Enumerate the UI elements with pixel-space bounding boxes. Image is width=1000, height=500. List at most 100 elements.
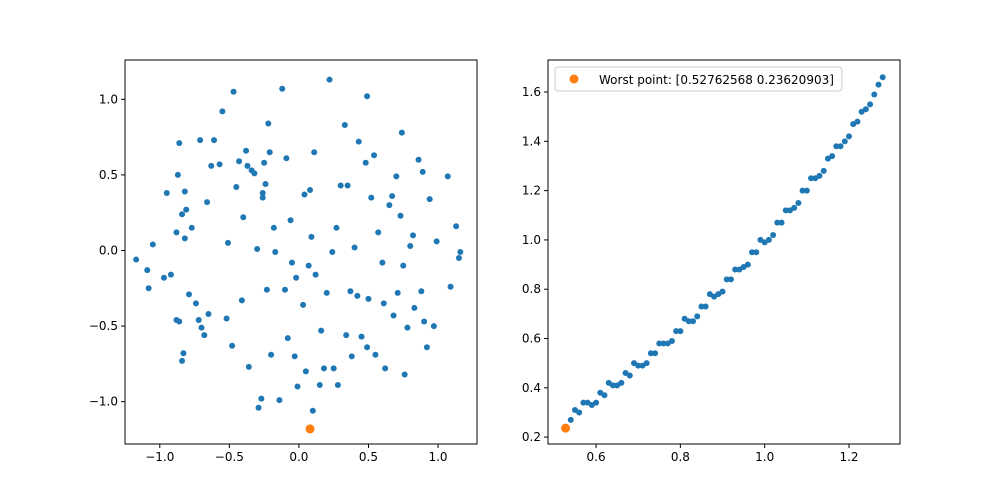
- point: [862, 106, 869, 113]
- point: [609, 382, 616, 389]
- point: [230, 88, 237, 95]
- y-tick-label: 1.4: [522, 134, 541, 148]
- point: [276, 397, 283, 404]
- point: [561, 423, 571, 433]
- point: [233, 183, 240, 190]
- point: [216, 161, 223, 168]
- point: [365, 295, 372, 302]
- point: [223, 315, 230, 322]
- point: [732, 266, 739, 273]
- x-tick-label: 0.5: [359, 450, 378, 464]
- point: [626, 372, 633, 379]
- point: [727, 276, 734, 283]
- y-tick-label: 0.5: [99, 168, 118, 182]
- point: [186, 291, 192, 298]
- point: [291, 353, 298, 360]
- point: [753, 249, 760, 256]
- point: [410, 232, 416, 239]
- point: [723, 276, 730, 283]
- point: [344, 182, 351, 189]
- point: [364, 344, 371, 351]
- point: [393, 173, 400, 180]
- point: [444, 173, 451, 180]
- point: [197, 137, 204, 144]
- point: [618, 379, 625, 386]
- point: [312, 271, 319, 278]
- point: [774, 219, 781, 226]
- point: [371, 152, 378, 159]
- point: [255, 404, 262, 411]
- y-tick-label: 0.8: [522, 282, 541, 296]
- point: [224, 239, 231, 246]
- point: [341, 122, 348, 129]
- point: [188, 224, 195, 231]
- point: [302, 368, 309, 375]
- y-tick-label: 0.0: [99, 243, 118, 257]
- point: [389, 193, 396, 200]
- point: [635, 362, 642, 369]
- point: [593, 399, 600, 406]
- point: [288, 259, 295, 266]
- point: [770, 231, 777, 238]
- point: [833, 143, 840, 150]
- y-tick-label: −0.5: [89, 319, 118, 333]
- point: [795, 199, 802, 206]
- point: [183, 206, 190, 213]
- point: [871, 91, 878, 98]
- point: [457, 249, 464, 255]
- point: [355, 138, 362, 145]
- point: [668, 337, 675, 344]
- point: [455, 255, 462, 262]
- point: [418, 288, 425, 295]
- point: [749, 249, 756, 256]
- point: [329, 249, 336, 255]
- point: [244, 162, 251, 169]
- point: [133, 256, 140, 263]
- point: [390, 312, 397, 319]
- point: [423, 344, 430, 351]
- point: [368, 194, 375, 201]
- point: [259, 190, 266, 197]
- point: [305, 262, 312, 269]
- point: [799, 187, 806, 194]
- legend-marker: [569, 74, 579, 84]
- point: [265, 120, 272, 127]
- y-tick-label: 1.0: [522, 233, 541, 247]
- x-tick-label: 0.0: [289, 450, 308, 464]
- point: [238, 297, 245, 304]
- point: [643, 360, 650, 367]
- y-tick-label: 0.6: [522, 332, 541, 346]
- point: [660, 340, 667, 347]
- x-tick-label: 0.8: [671, 450, 690, 464]
- point: [401, 371, 408, 378]
- point: [647, 350, 654, 357]
- point: [576, 409, 583, 416]
- point: [229, 342, 236, 349]
- point: [211, 137, 218, 144]
- point: [263, 286, 270, 293]
- point: [309, 407, 316, 414]
- point: [174, 171, 181, 178]
- point: [382, 365, 389, 372]
- point: [293, 274, 300, 281]
- point: [179, 211, 186, 218]
- point: [702, 303, 709, 310]
- point: [181, 235, 188, 242]
- point: [308, 233, 315, 240]
- point: [145, 285, 152, 292]
- point: [841, 138, 848, 145]
- point: [287, 217, 294, 224]
- x-tick-label: 1.2: [839, 450, 858, 464]
- point: [261, 159, 268, 166]
- point: [176, 140, 183, 147]
- point: [311, 149, 318, 156]
- point: [320, 365, 327, 372]
- point: [240, 214, 247, 221]
- y-tick-label: 1.6: [522, 85, 541, 99]
- point: [179, 357, 186, 364]
- point: [421, 318, 428, 325]
- point: [690, 318, 697, 325]
- point: [380, 300, 387, 307]
- point: [195, 317, 202, 324]
- point: [219, 108, 226, 115]
